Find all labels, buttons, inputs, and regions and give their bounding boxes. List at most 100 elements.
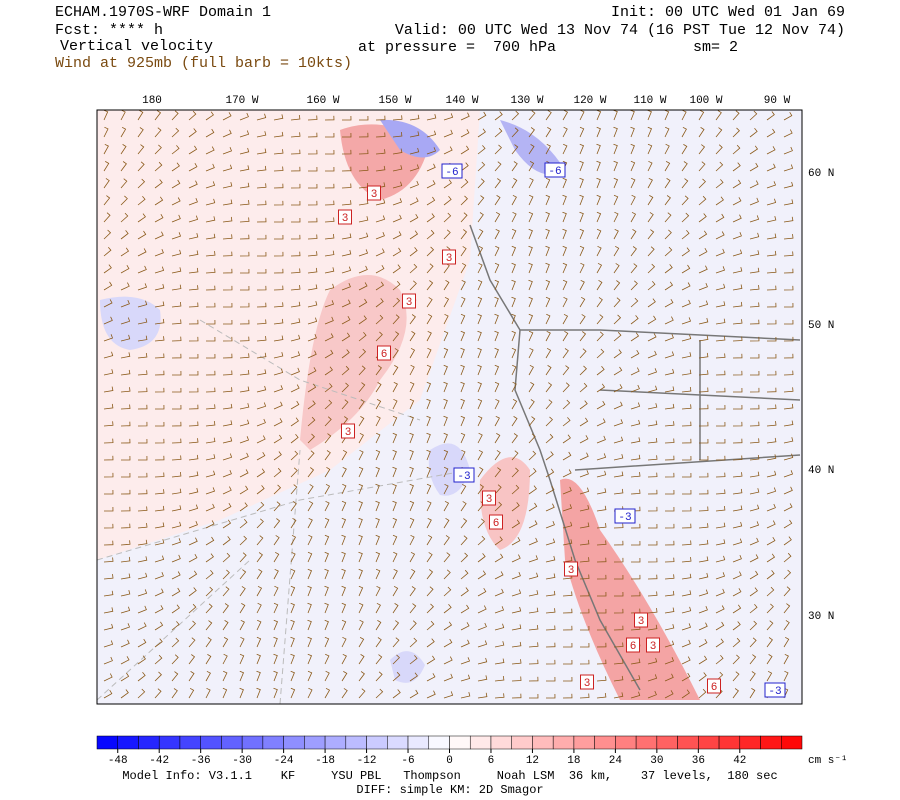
colorbar-tick-label: -48 [108, 755, 128, 767]
contour-label-box [341, 423, 355, 439]
colorbar-box [387, 735, 409, 750]
colorbar-tick-label: -42 [149, 755, 169, 767]
contour-label-box [544, 162, 566, 178]
colorbar-box [117, 735, 139, 750]
pressure: at pressure = 700 hPa [358, 39, 556, 56]
colorbar-box [241, 735, 264, 750]
shade-negative [380, 119, 440, 158]
contour-label-box [338, 209, 352, 225]
colorbar-tick-label: 24 [609, 755, 623, 767]
colorbar-box [158, 735, 181, 750]
contour-label: 3 [568, 565, 575, 577]
contour-label-box [580, 674, 594, 690]
lon-label: 170 W [225, 95, 258, 107]
contour-label: 6 [381, 349, 388, 361]
shade-negative [428, 443, 470, 496]
contour-label: 3 [342, 213, 349, 225]
contour-label-box [646, 637, 660, 653]
colorbar-box [345, 735, 367, 750]
title: ECHAM.1970S-WRF Domain 1 [55, 4, 271, 21]
contour-label: -3 [618, 512, 631, 524]
wind-info: Wind at 925mb (full barb = 10kts) [55, 55, 352, 72]
colorbar-tick-label: 36 [692, 755, 705, 767]
colorbar-tick-label: 6 [488, 755, 495, 767]
colorbar-tick-label: -12 [357, 755, 377, 767]
colorbar-box [366, 735, 388, 750]
colorbar-tick-label: -30 [232, 755, 252, 767]
lon-label: 130 W [510, 95, 543, 107]
contour-label-box [564, 561, 578, 577]
colorbar-box [718, 735, 741, 750]
forecast: Fcst: **** h [55, 22, 163, 39]
contour-label-box [707, 678, 721, 694]
wind-barbs [103, 109, 794, 699]
contour-label-box [634, 612, 648, 628]
contour-label: 3 [371, 189, 378, 201]
colorbar-tick-label: 0 [446, 755, 453, 767]
model-info: Model Info: V3.1.1 KF YSU PBL Thompson N… [122, 769, 777, 783]
contour-label-box [614, 508, 636, 524]
colorbar-box [739, 735, 761, 750]
lon-label: 140 W [445, 95, 478, 107]
contour-label: 3 [584, 678, 591, 690]
contour-label: 6 [493, 518, 500, 530]
colorbar-unit: cm s⁻¹ [808, 755, 848, 767]
colorbar-box [221, 735, 243, 750]
colorbar-box [449, 735, 471, 750]
lat-label: 60 N [808, 168, 834, 180]
lon-label: 150 W [378, 95, 411, 107]
colorbar-tick-label: 18 [567, 755, 580, 767]
contour-label-box [489, 514, 503, 530]
colorbar-box [283, 735, 305, 750]
valid: Valid: 00 UTC Wed 13 Nov 74 (16 PST Tue … [395, 22, 845, 39]
contour-label: 6 [711, 682, 718, 694]
shade-negative [500, 120, 565, 175]
shade-negative [100, 296, 161, 350]
colorbar-box [760, 735, 782, 750]
contour-label: 3 [650, 641, 657, 653]
colorbar-box [698, 735, 720, 750]
colorbar-box [262, 735, 284, 750]
lon-label: 160 W [306, 95, 339, 107]
colorbar-tick-label: -6 [401, 755, 414, 767]
contour-label: -3 [457, 471, 470, 483]
colorbar-box [573, 735, 595, 750]
colorbar-box [469, 735, 492, 750]
colorbar-box [552, 735, 575, 750]
init: Init: 00 UTC Wed 01 Jan 69 [611, 4, 845, 21]
colorbar-tick-label: 30 [650, 755, 663, 767]
contour-label-box [764, 682, 786, 698]
lon-label: 120 W [573, 95, 606, 107]
contour-label: 3 [446, 253, 453, 265]
colorbar-box [511, 735, 533, 750]
colorbar-tick-label: -18 [315, 755, 335, 767]
contour-label: -3 [768, 686, 781, 698]
contour-label-box [482, 490, 496, 506]
contour-label: 3 [345, 427, 352, 439]
colorbar-box [656, 735, 678, 750]
colorbar-box [324, 735, 347, 750]
contour-label-box [626, 637, 640, 653]
colorbar-box [138, 735, 160, 750]
colorbar-tick-label: 42 [733, 755, 746, 767]
contour-label: -6 [445, 167, 458, 179]
lat-label: 50 N [808, 320, 834, 332]
colorbar-box [179, 735, 201, 750]
colorbar-tick-label: -36 [191, 755, 211, 767]
contour-label-box [402, 293, 416, 309]
contour-label-box [453, 467, 475, 483]
contour-label: 3 [406, 297, 413, 309]
diff-info: DIFF: simple KM: 2D Smagor [356, 783, 543, 797]
colorbar-box [594, 735, 616, 750]
contour-label-box [377, 345, 391, 361]
colorbar-tick-label: -24 [274, 755, 294, 767]
map-frame [96, 109, 803, 705]
coastline [469, 224, 801, 691]
colorbar-box [200, 735, 222, 750]
contour-label: 3 [638, 616, 645, 628]
lon-label: 100 W [689, 95, 722, 107]
contour-label: 6 [630, 641, 637, 653]
contour-label-box [441, 163, 463, 179]
